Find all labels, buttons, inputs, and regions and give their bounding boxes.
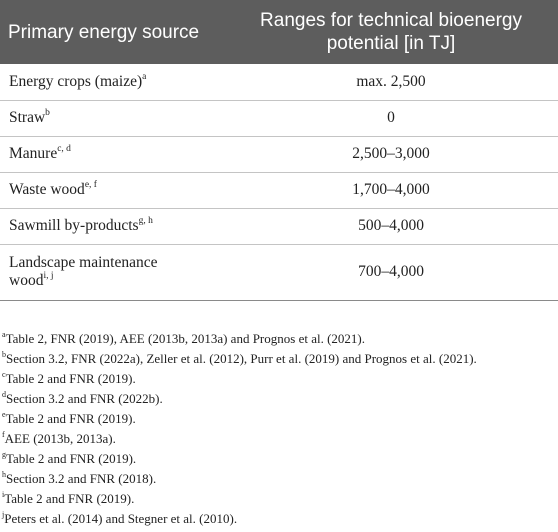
table-header: Primary energy source Ranges for technic… bbox=[0, 0, 558, 64]
footnote-d: dSection 3.2 and FNR (2022b). bbox=[2, 389, 163, 406]
source-label: Sawmill by-products bbox=[9, 217, 139, 234]
footnote-f: fAEE (2013b, 2013a). bbox=[2, 429, 116, 446]
source-cell: Landscape maintenance woodi, j bbox=[0, 244, 224, 301]
footnote-c: cTable 2 and FNR (2019). bbox=[2, 369, 136, 386]
footnote-g: gTable 2 and FNR (2019). bbox=[2, 449, 137, 466]
footnote-a: aTable 2, FNR (2019), AEE (2013b, 2013a)… bbox=[2, 329, 365, 346]
table-row: Strawb 0 bbox=[0, 100, 558, 137]
footnote-e: eTable 2 and FNR (2019). bbox=[2, 409, 136, 426]
source-cell: Energy crops (maize)a bbox=[0, 64, 224, 101]
footnote-b: bSection 3.2, FNR (2022a), Zeller et al.… bbox=[2, 349, 477, 366]
source-cell: Manurec, d bbox=[0, 136, 224, 173]
footnote-i: iTable 2 and FNR (2019). bbox=[2, 489, 135, 506]
source-cell: Strawb bbox=[0, 100, 224, 137]
source-label: Landscape maintenance bbox=[9, 254, 158, 271]
footnote-ref: e, f bbox=[84, 179, 97, 190]
source-label: Energy crops (maize) bbox=[9, 72, 143, 90]
footnote-ref: a bbox=[142, 71, 147, 82]
source-label: Waste wood bbox=[9, 181, 85, 198]
bioenergy-potential-table: Primary energy source Ranges for technic… bbox=[0, 0, 558, 301]
source-cell: Sawmill by-productsg, h bbox=[0, 208, 224, 245]
table-row: Waste woode, f 1,700–4,000 bbox=[0, 172, 558, 209]
range-cell: 0 bbox=[224, 100, 558, 137]
source-label: Straw bbox=[9, 109, 46, 126]
bioenergy-table-figure: Primary energy source Ranges for technic… bbox=[0, 0, 558, 301]
header-technical-potential-range: Ranges for technical bioenergy potential… bbox=[224, 0, 558, 64]
table-row: Manurec, d 2,500–3,000 bbox=[0, 136, 558, 173]
footnote-ref: c, d bbox=[57, 143, 71, 154]
range-cell: 500–4,000 bbox=[224, 208, 558, 245]
table-row: Landscape maintenance woodi, j 700–4,000 bbox=[0, 244, 558, 301]
footnote-ref: i, j bbox=[43, 270, 54, 281]
footnote-h: hSection 3.2 and FNR (2018). bbox=[2, 469, 157, 486]
table-body: Energy crops (maize)a max. 2,500 Strawb … bbox=[0, 64, 558, 301]
range-cell: max. 2,500 bbox=[224, 64, 558, 101]
source-cell: Waste woode, f bbox=[0, 172, 224, 209]
source-label: Manure bbox=[9, 145, 58, 162]
footnote-ref: b bbox=[45, 107, 50, 118]
range-cell: 700–4,000 bbox=[224, 244, 558, 301]
table-row: Energy crops (maize)a max. 2,500 bbox=[0, 64, 558, 101]
footnote-ref: g, h bbox=[138, 215, 153, 226]
range-cell: 2,500–3,000 bbox=[224, 136, 558, 173]
header-primary-energy-source: Primary energy source bbox=[0, 0, 224, 64]
range-cell: 1,700–4,000 bbox=[224, 172, 558, 209]
footnote-j: jPeters et al. (2014) and Stegner et al.… bbox=[2, 509, 238, 526]
table-row: Sawmill by-productsg, h 500–4,000 bbox=[0, 208, 558, 245]
source-label-continued: wood bbox=[9, 272, 44, 289]
